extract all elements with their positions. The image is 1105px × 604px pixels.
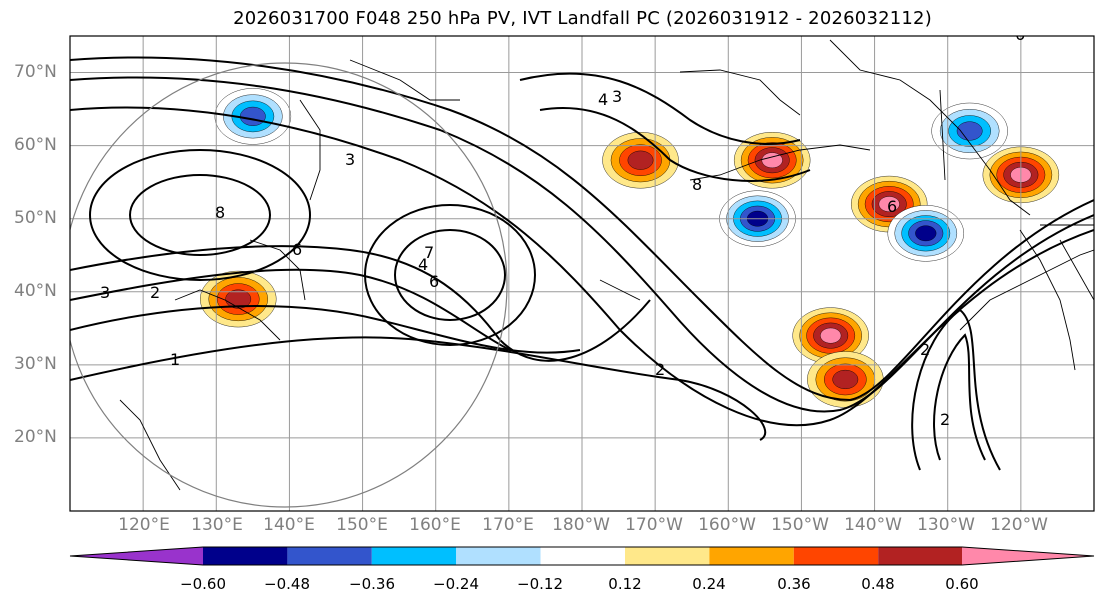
pv-contours bbox=[70, 56, 1094, 471]
contour-label: 3 bbox=[612, 87, 622, 106]
ivt-shade-blob bbox=[915, 225, 937, 242]
colorbar-bin bbox=[203, 547, 288, 565]
colorbar-bin bbox=[878, 547, 963, 565]
lat-label: 30°N bbox=[14, 354, 57, 374]
contour-label: 6 bbox=[292, 240, 302, 259]
colorbar-bin bbox=[287, 547, 372, 565]
contour-label: 4 bbox=[418, 255, 428, 274]
lon-label: 150°W bbox=[771, 515, 829, 535]
contour-label: 2 bbox=[920, 340, 930, 359]
ivt-shade-blob bbox=[761, 152, 783, 169]
lat-label: 40°N bbox=[14, 281, 57, 301]
lat-label: 50°N bbox=[14, 208, 57, 228]
lat-label: 20°N bbox=[14, 427, 57, 447]
contour-label: 2 bbox=[150, 283, 160, 302]
lon-label: 170°E bbox=[482, 515, 534, 535]
lat-label: 70°N bbox=[14, 62, 57, 82]
colorbar-bin bbox=[625, 547, 710, 565]
contour-label: 2 bbox=[655, 360, 665, 379]
contour-label: 7 bbox=[424, 243, 434, 262]
colorbar-tick: −0.60 bbox=[180, 575, 226, 593]
contour-label: 8 bbox=[692, 175, 702, 194]
contour-label: 6 bbox=[887, 197, 897, 216]
ivt-shade-blob bbox=[878, 196, 900, 212]
contour-label: 6 bbox=[429, 272, 439, 291]
lon-label: 120°E bbox=[118, 515, 170, 535]
colorbar-tick: 0.12 bbox=[608, 575, 642, 593]
colorbar-tick: −0.12 bbox=[517, 575, 563, 593]
colorbar-outline bbox=[69, 546, 1095, 566]
colorbar-bin bbox=[962, 547, 1094, 565]
lon-label: 120°W bbox=[990, 515, 1048, 535]
contour-label: 8 bbox=[215, 203, 225, 222]
lon-label: 150°E bbox=[336, 515, 388, 535]
lon-label: 140°E bbox=[263, 515, 315, 535]
contour-label: 1 bbox=[170, 350, 180, 369]
colorbar-bin bbox=[70, 547, 203, 565]
colorbar-tick: 0.24 bbox=[692, 575, 726, 593]
contour-label: 2 bbox=[940, 410, 950, 429]
contour-label: 6 bbox=[1015, 25, 1025, 44]
plot-frame bbox=[69, 35, 1095, 512]
colorbar-tick: 0.60 bbox=[945, 575, 979, 593]
colorbar-bin bbox=[371, 547, 457, 565]
colorbar-bin bbox=[456, 547, 541, 565]
colorbar-bin bbox=[709, 547, 794, 565]
ivt-shade-blob bbox=[832, 369, 859, 389]
lat-label: 60°N bbox=[14, 135, 57, 155]
lon-label: 140°W bbox=[844, 515, 902, 535]
colorbar-bin bbox=[793, 547, 879, 565]
lon-label: 160°E bbox=[409, 515, 461, 535]
lon-label: 130°E bbox=[191, 515, 243, 535]
colorbar-tick: −0.24 bbox=[433, 575, 479, 593]
colorbar-tick: −0.48 bbox=[264, 575, 310, 593]
colorbar-tick: 0.36 bbox=[777, 575, 811, 593]
colorbar-tick: −0.36 bbox=[349, 575, 395, 593]
ivt-shade-blob bbox=[956, 121, 983, 141]
contour-label: 3 bbox=[345, 150, 355, 169]
chart-title: 2026031700 F048 250 hPa PV, IVT Landfall… bbox=[233, 8, 932, 29]
projection-circle bbox=[70, 62, 508, 508]
contour-label: 3 bbox=[100, 283, 110, 302]
ivt-shade-blob bbox=[627, 150, 654, 170]
lon-label: 160°W bbox=[698, 515, 756, 535]
lon-label: 180°W bbox=[552, 515, 610, 535]
lon-label: 170°W bbox=[625, 515, 683, 535]
colorbar-tick: 0.48 bbox=[861, 575, 895, 593]
ivt-shade-blob bbox=[820, 327, 842, 344]
lon-label: 130°W bbox=[917, 515, 975, 535]
colorbar-bin bbox=[540, 547, 625, 565]
contour-label: 4 bbox=[598, 90, 608, 109]
